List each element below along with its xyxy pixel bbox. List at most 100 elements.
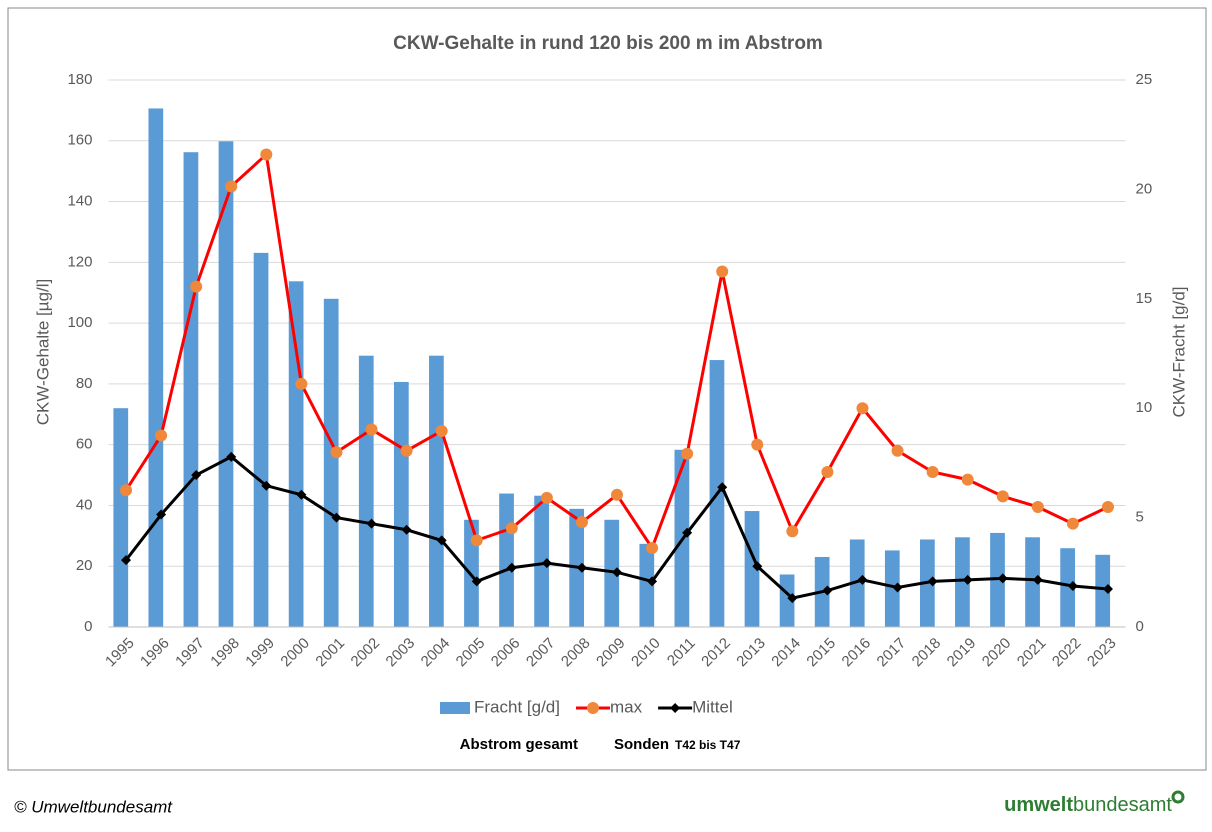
marker (435, 424, 448, 437)
bar (1025, 537, 1040, 627)
marker (331, 512, 342, 523)
marker (470, 534, 483, 547)
y-tick-label: 140 (67, 193, 92, 210)
marker (751, 438, 764, 451)
y2-tick-label: 15 (1136, 290, 1153, 307)
marker (261, 480, 272, 491)
y-axis-label: CKW-Gehalte [µg/l] (33, 279, 52, 425)
x-tick-label: 2021 (1014, 635, 1050, 671)
x-tick-label: 2018 (909, 635, 945, 671)
marker (225, 180, 238, 193)
y-tick-label: 160 (67, 132, 92, 149)
y2-tick-label: 5 (1136, 509, 1144, 526)
marker (260, 148, 273, 161)
bar (183, 152, 199, 628)
x-tick-label: 2007 (523, 635, 559, 671)
marker (471, 576, 482, 587)
x-tick-label: 1996 (137, 635, 173, 671)
x-tick-label: 1998 (207, 635, 243, 671)
y2-tick-label: 10 (1136, 399, 1153, 416)
x-tick-label: 2023 (1084, 635, 1120, 671)
marker (1031, 500, 1044, 513)
chart-border (7, 7, 1207, 771)
x-tick-label: 2016 (838, 635, 874, 671)
x-tick-label: 2010 (628, 635, 664, 671)
marker (647, 576, 658, 587)
marker (822, 585, 833, 596)
marker (927, 576, 938, 587)
marker (996, 490, 1009, 503)
y-tick-label: 80 (76, 375, 93, 392)
x-tick-label: 2020 (979, 635, 1015, 671)
marker (681, 447, 694, 460)
y-tick-label: 180 (67, 71, 92, 88)
logo-bold: umwelt (1004, 794, 1073, 816)
bar (253, 252, 269, 628)
bar (218, 141, 234, 627)
x-tick-label: 2014 (768, 635, 804, 671)
marker (1067, 580, 1078, 591)
marker (120, 484, 133, 497)
y-tick-label: 40 (76, 496, 93, 513)
marker (401, 524, 412, 535)
x-tick-label: 2005 (453, 635, 489, 671)
y-tick-label: 120 (67, 253, 92, 270)
bar (779, 574, 795, 627)
legend-label: max (610, 697, 643, 716)
marker (540, 491, 553, 504)
marker (1066, 517, 1079, 530)
subtitle: T42 bis T47 (675, 738, 741, 752)
marker (575, 516, 588, 529)
y2-tick-label: 0 (1136, 618, 1144, 635)
marker (121, 555, 132, 566)
x-tick-label: 2019 (944, 635, 980, 671)
marker (786, 525, 799, 538)
legend-label: Fracht [g/d] (474, 697, 560, 716)
bar (534, 495, 549, 627)
x-tick-label: 1999 (242, 635, 278, 671)
marker (190, 280, 203, 293)
y-tick-label: 60 (76, 436, 93, 453)
marker (821, 466, 834, 479)
y-tick-label: 100 (67, 314, 92, 331)
bar (323, 298, 339, 627)
bar (1095, 554, 1111, 627)
subtitle: Abstrom gesamt (460, 736, 578, 753)
copyright: © Umweltbundesamt (14, 797, 173, 816)
marker (576, 562, 587, 573)
marker (997, 573, 1008, 584)
y-tick-label: 0 (84, 618, 92, 635)
marker (752, 561, 763, 572)
bar (884, 550, 900, 627)
marker (857, 574, 868, 585)
x-tick-label: 2017 (874, 635, 910, 671)
bar (1060, 548, 1076, 627)
logo: umweltbundesamt (1004, 794, 1172, 816)
marker (611, 488, 623, 501)
bar (429, 355, 444, 627)
marker (787, 593, 798, 604)
x-tick-label: 2012 (698, 635, 734, 671)
chart-title: CKW-Gehalte in rund 120 bis 200 m im Abs… (393, 33, 823, 54)
legend-swatch (440, 702, 470, 714)
marker (366, 518, 377, 529)
legend-label: Mittel (692, 697, 733, 716)
x-tick-label: 1997 (172, 635, 208, 671)
x-tick-label: 1995 (102, 635, 138, 671)
marker (541, 558, 552, 569)
x-tick-label: 2008 (558, 635, 594, 671)
y2-axis-label: CKW-Fracht [g/d] (1169, 287, 1188, 418)
marker (1032, 574, 1043, 585)
bar (639, 543, 655, 627)
logo-rest: bundesamt (1073, 794, 1172, 816)
marker (961, 473, 974, 486)
bar (148, 108, 164, 628)
bar (288, 281, 304, 627)
marker (295, 377, 308, 390)
x-tick-label: 2002 (348, 635, 384, 671)
bar (113, 408, 129, 627)
x-tick-label: 2004 (418, 635, 454, 671)
marker (1102, 584, 1113, 595)
marker (612, 567, 622, 578)
